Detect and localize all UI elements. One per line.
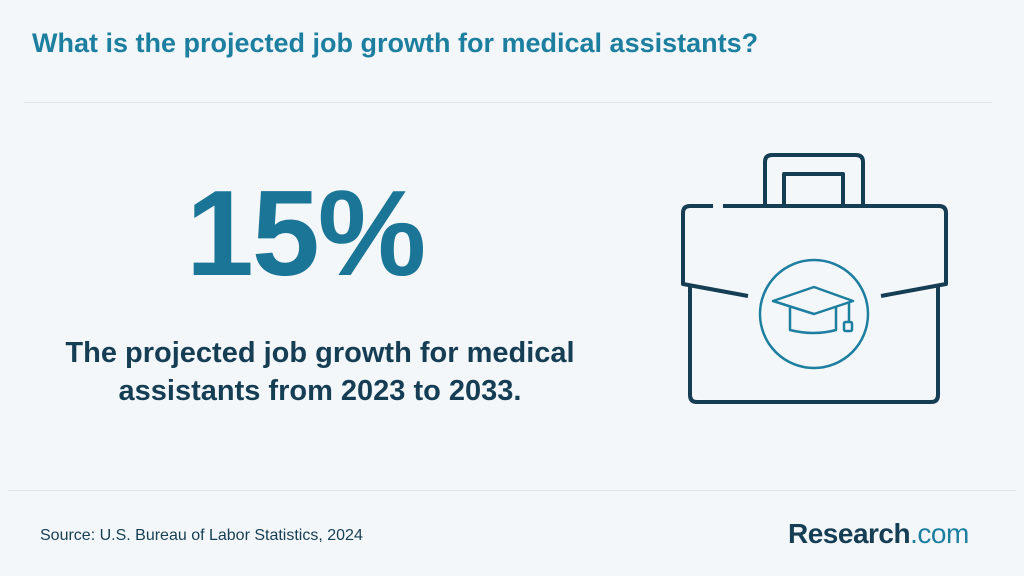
page-title: What is the projected job growth for med… (32, 28, 759, 58)
logo-main: Research (788, 518, 911, 549)
divider-bottom (8, 490, 1016, 491)
divider-top (24, 102, 992, 103)
stat-description: The projected job growth for medical ass… (65, 337, 575, 407)
logo-tld: .com (910, 518, 969, 549)
stat-value: 15% (186, 165, 426, 301)
source-text: Source: U.S. Bureau of Labor Statistics,… (40, 527, 363, 544)
graduation-cap-icon (758, 258, 870, 370)
research-com-logo: Research.com (788, 518, 969, 550)
